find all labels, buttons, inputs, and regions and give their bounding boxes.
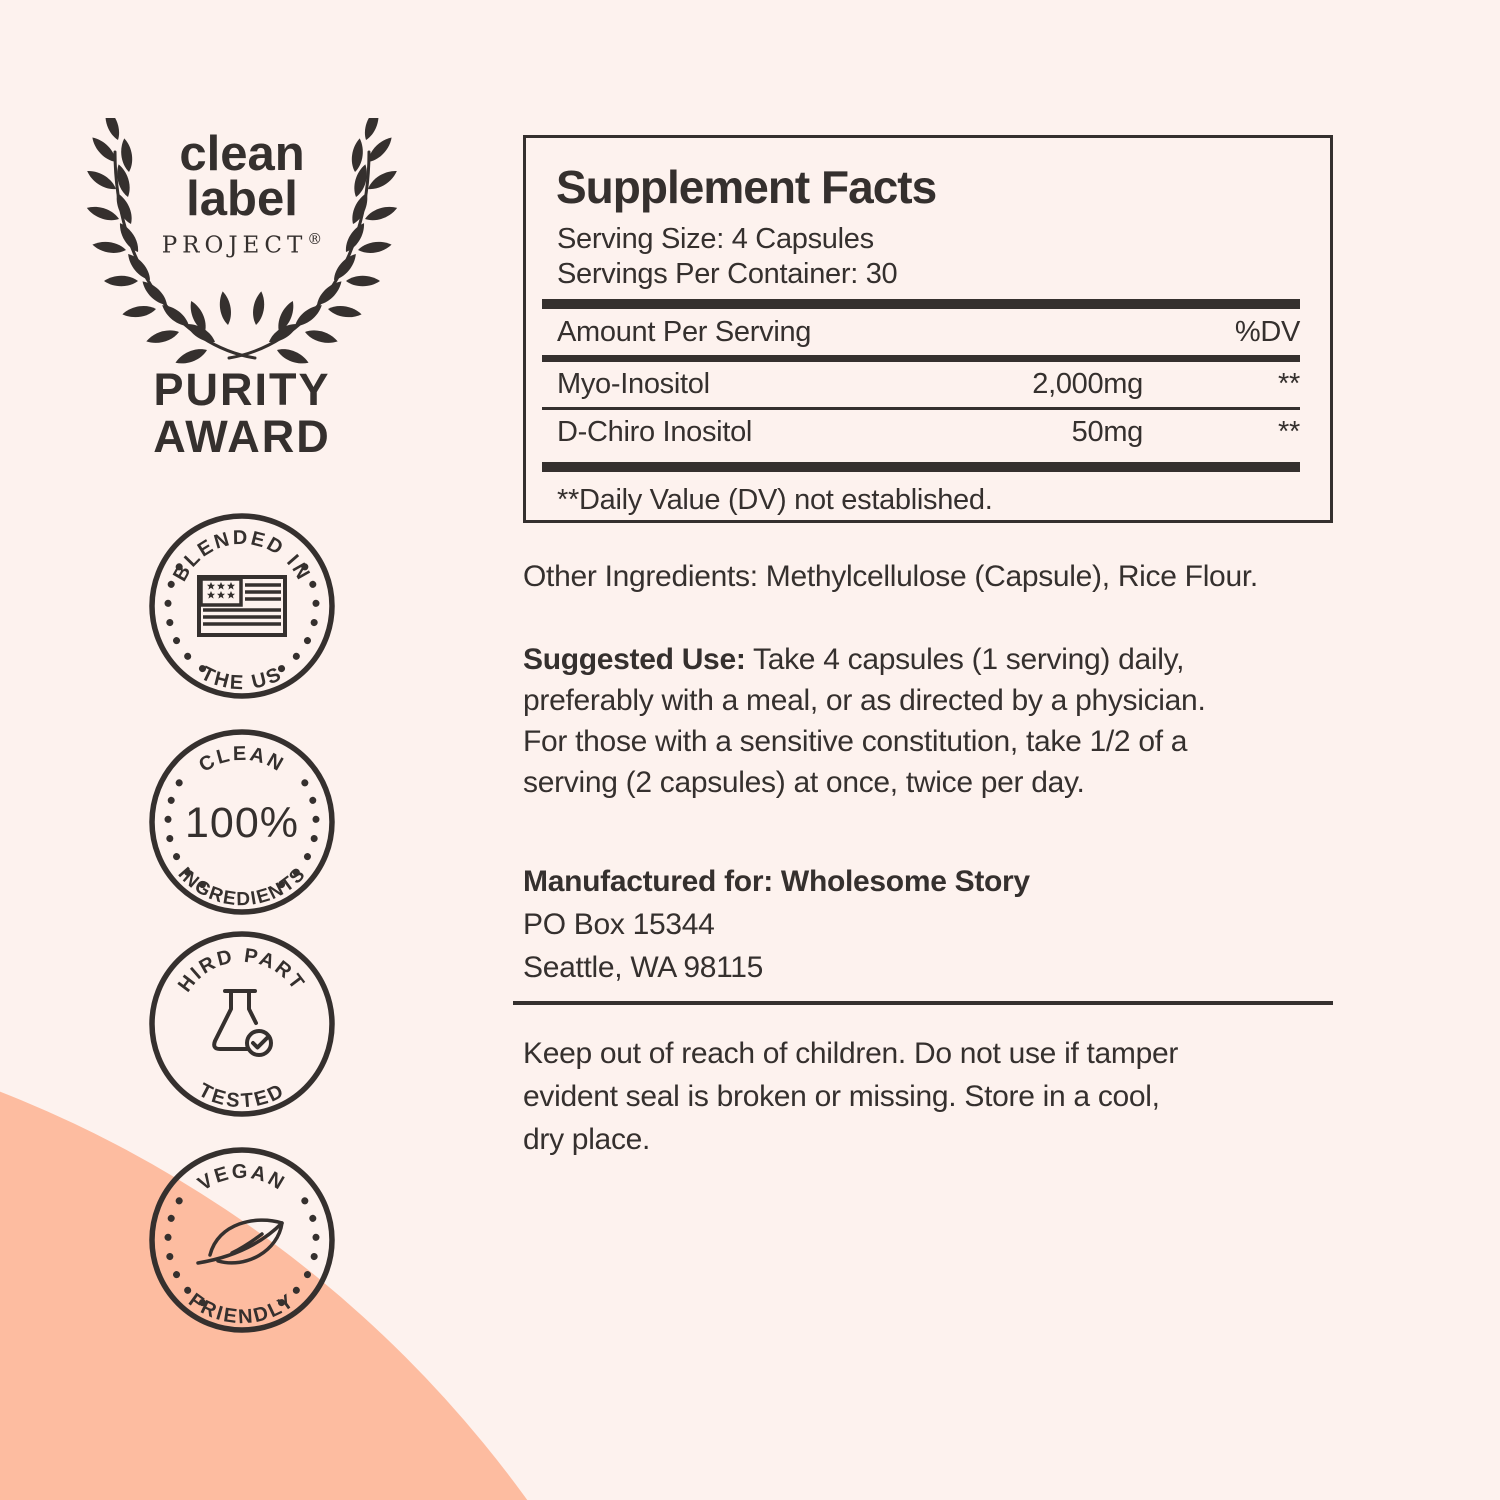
- svg-text:CLEAN: CLEAN: [195, 743, 288, 777]
- badge-top-text: CLEAN: [195, 743, 286, 777]
- nutrient-dv: **: [1278, 416, 1300, 448]
- badge-bottom-text: INGREDIENTS: [174, 863, 309, 910]
- badge-center-text: 100%: [185, 799, 299, 847]
- badge-top-text: VEGAN: [194, 1161, 287, 1196]
- dotted-ring: [277, 779, 320, 889]
- rule-thick: [542, 462, 1300, 472]
- manufacturer-address-line: PO Box 15344: [523, 908, 715, 941]
- nutrient-name: D-Chiro Inositol: [557, 416, 753, 448]
- logo-word-project: PROJECT®: [161, 230, 323, 259]
- svg-text:THIRD PARTY: THIRD PARTY: [147, 929, 309, 996]
- warning-text: Keep out of reach of children. Do not us…: [523, 1037, 1179, 1156]
- suggested-use: Suggested Use: Take 4 capsules (1 servin…: [523, 643, 1206, 799]
- badge-vegan-friendly: VEGAN FRIENDLY: [147, 1145, 337, 1335]
- section-divider: [513, 1001, 1333, 1005]
- purity-award-title: PURITY AWARD: [153, 364, 331, 462]
- nutrient-dv: **: [1278, 368, 1300, 400]
- other-ingredients: Other Ingredients: Methylcellulose (Caps…: [523, 560, 1258, 593]
- amount-per-serving-header: Amount Per Serving: [557, 315, 812, 348]
- manufacturer-info: Manufactured for: Wholesome Story PO Box…: [523, 860, 1030, 989]
- nutrient-amount: 2,000mg: [1032, 368, 1143, 400]
- logo-word-clean: clean: [179, 127, 305, 181]
- logo-word-label: label: [186, 172, 298, 226]
- nutrient-row: Myo-Inositol 2,000mg **: [526, 362, 1330, 407]
- supplement-facts-title: Supplement Facts: [556, 161, 937, 213]
- nutrient-row: D-Chiro Inositol 50mg **: [526, 410, 1330, 455]
- badge-clean-100-ingredients: CLEAN INGREDIENTS 100%: [147, 727, 337, 917]
- other-ingredients-label: Other Ingredients:: [523, 560, 758, 593]
- dv-footnote: **Daily Value (DV) not established.: [557, 484, 993, 516]
- rule-medium: [542, 355, 1300, 362]
- us-flag-icon: [197, 575, 287, 637]
- facts-header-row: Amount Per Serving %DV: [526, 309, 1330, 355]
- badge-top-text: THIRD PARTY: [147, 929, 307, 996]
- manufacturer-label: Manufactured for: Wholesome Story: [523, 865, 1030, 898]
- clean-label-project-wordmark: clean label PROJECT®: [85, 127, 399, 259]
- badge-blended-in-the-us: BLENDED IN THE US: [147, 511, 337, 701]
- supplement-facts-panel: Supplement Facts Serving Size: 4 Capsule…: [523, 135, 1333, 523]
- badge-third-party-tested: THIRD PARTY TESTED: [147, 929, 337, 1119]
- registered-trademark-symbol: ®: [307, 230, 323, 248]
- svg-text:INGREDIENTS: INGREDIENTS: [174, 863, 311, 910]
- svg-text:VEGAN: VEGAN: [194, 1161, 290, 1196]
- leaf-icon: [196, 1218, 284, 1265]
- nutrient-amount: 50mg: [1071, 416, 1144, 448]
- servings-per-container: Servings Per Container: 30: [557, 258, 898, 290]
- dotted-ring: [277, 1197, 320, 1307]
- dotted-ring: [277, 563, 320, 673]
- manufacturer-address-line: Seattle, WA 98115: [523, 951, 764, 984]
- dv-header: %DV: [1234, 315, 1300, 348]
- flask-check-icon: [212, 989, 273, 1057]
- suggested-use-label: Suggested Use:: [523, 643, 746, 676]
- rule-thin: [542, 407, 1300, 410]
- serving-size: Serving Size: 4 Capsules: [557, 223, 874, 255]
- clean-label-project-logo: clean label PROJECT®: [85, 118, 399, 368]
- label-text-column: Supplement Facts Serving Size: 4 Capsule…: [513, 0, 1333, 1500]
- rule-thick: [542, 299, 1300, 309]
- nutrient-name: Myo-Inositol: [557, 368, 710, 400]
